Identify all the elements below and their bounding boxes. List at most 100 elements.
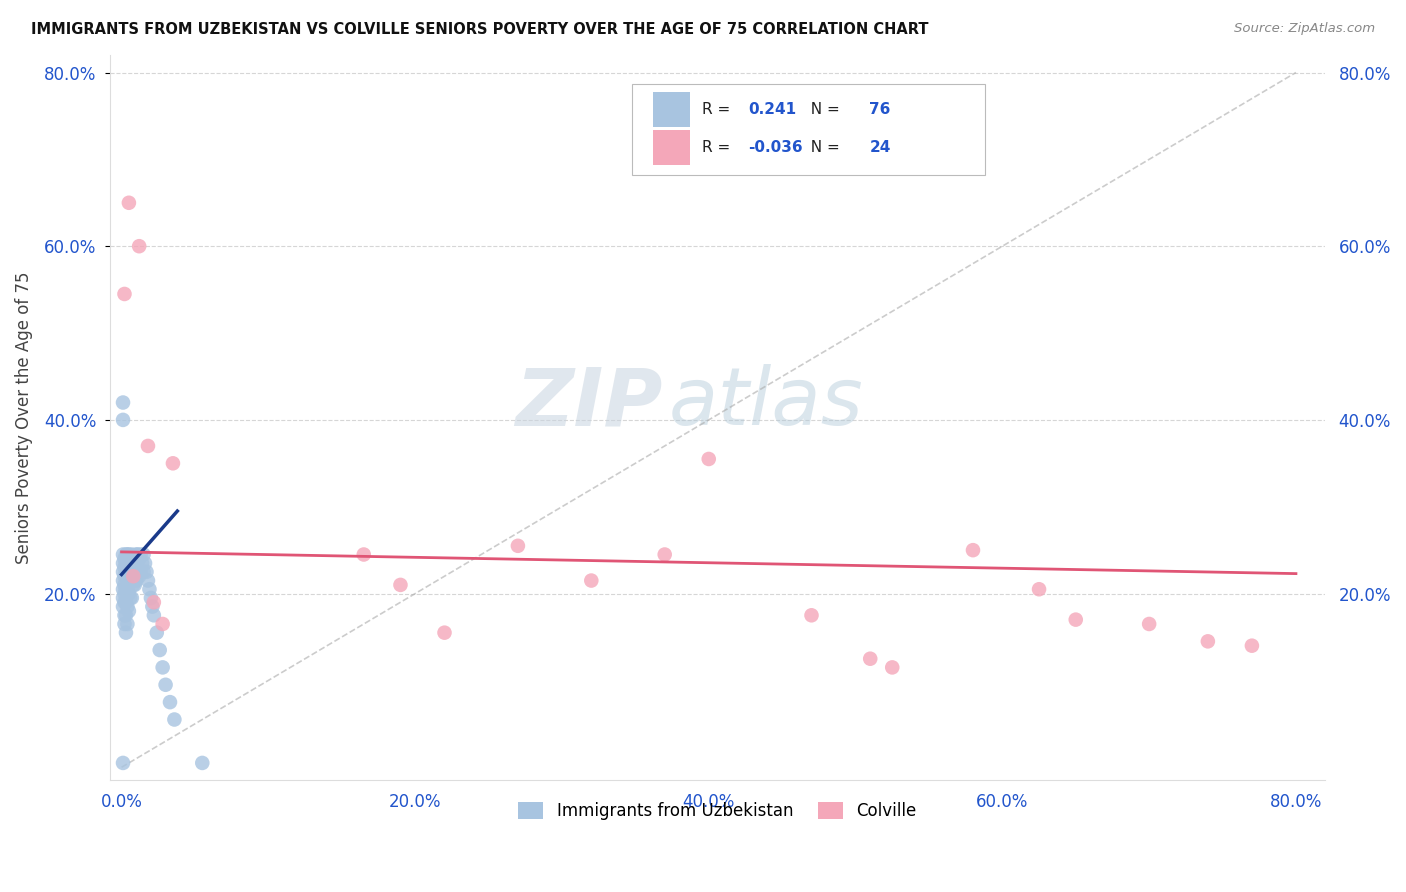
Point: [124, 552, 146, 566]
Point: [117, 617, 139, 632]
Point: [159, 695, 181, 709]
Point: [1137, 617, 1160, 632]
Y-axis label: Seniors Poverty Over the Age of 75: Seniors Poverty Over the Age of 75: [15, 271, 32, 564]
Point: [389, 578, 412, 592]
Text: R =: R =: [702, 102, 735, 117]
Text: N =: N =: [801, 140, 845, 154]
Bar: [654, 130, 689, 165]
Point: [155, 678, 177, 692]
Point: [114, 287, 136, 301]
Bar: [654, 92, 689, 127]
Text: ZIP: ZIP: [516, 364, 662, 442]
Point: [125, 574, 148, 588]
Point: [136, 574, 159, 588]
Point: [111, 756, 134, 770]
Point: [146, 625, 169, 640]
Text: IMMIGRANTS FROM UZBEKISTAN VS COLVILLE SENIORS POVERTY OVER THE AGE OF 75 CORREL: IMMIGRANTS FROM UZBEKISTAN VS COLVILLE S…: [31, 22, 928, 37]
Point: [111, 582, 134, 597]
Point: [135, 565, 157, 579]
Point: [124, 560, 146, 574]
Text: N =: N =: [801, 102, 845, 117]
Point: [581, 574, 603, 588]
Point: [433, 625, 456, 640]
Point: [122, 560, 145, 574]
Point: [127, 565, 149, 579]
Point: [120, 552, 142, 566]
Text: -0.036: -0.036: [748, 140, 803, 154]
Point: [128, 239, 150, 253]
Point: [122, 569, 145, 583]
Text: 24: 24: [869, 140, 891, 154]
Text: 76: 76: [869, 102, 891, 117]
Point: [115, 548, 138, 562]
Text: R =: R =: [702, 140, 735, 154]
Point: [111, 574, 134, 588]
Point: [118, 195, 141, 210]
Point: [115, 608, 138, 623]
Point: [111, 556, 134, 570]
Point: [114, 569, 136, 583]
Point: [122, 578, 145, 592]
Point: [506, 539, 529, 553]
Point: [111, 565, 134, 579]
Point: [114, 617, 136, 632]
Point: [118, 586, 141, 600]
Point: [114, 595, 136, 609]
Point: [141, 599, 163, 614]
Point: [111, 395, 134, 409]
Point: [142, 595, 165, 609]
Point: [1197, 634, 1219, 648]
Point: [129, 565, 152, 579]
Point: [882, 660, 904, 674]
Point: [1028, 582, 1050, 597]
Point: [115, 556, 138, 570]
Point: [114, 608, 136, 623]
Point: [111, 413, 134, 427]
Point: [162, 456, 184, 470]
Point: [800, 608, 823, 623]
Point: [1240, 639, 1263, 653]
Point: [115, 569, 138, 583]
Text: atlas: atlas: [669, 364, 863, 442]
Point: [114, 586, 136, 600]
Point: [128, 552, 150, 566]
Point: [962, 543, 984, 558]
Point: [136, 439, 159, 453]
Point: [1064, 613, 1087, 627]
Point: [353, 548, 375, 562]
Point: [111, 591, 134, 605]
Point: [117, 599, 139, 614]
Point: [121, 574, 143, 588]
Point: [121, 591, 143, 605]
Point: [654, 548, 676, 562]
Point: [118, 556, 141, 570]
Point: [163, 713, 186, 727]
Point: [117, 582, 139, 597]
Point: [152, 660, 174, 674]
Point: [859, 651, 882, 665]
Point: [124, 578, 146, 592]
Point: [121, 548, 143, 562]
Point: [152, 617, 174, 632]
Point: [117, 569, 139, 583]
Point: [117, 556, 139, 570]
Point: [114, 578, 136, 592]
Point: [142, 608, 165, 623]
Point: [697, 452, 720, 467]
Point: [129, 548, 152, 562]
Point: [118, 548, 141, 562]
Text: 0.241: 0.241: [748, 102, 796, 117]
Point: [125, 556, 148, 570]
Point: [118, 604, 141, 618]
Text: Source: ZipAtlas.com: Source: ZipAtlas.com: [1234, 22, 1375, 36]
Point: [121, 556, 143, 570]
Point: [120, 574, 142, 588]
Point: [127, 548, 149, 562]
Point: [125, 548, 148, 562]
Point: [128, 569, 150, 583]
Point: [115, 582, 138, 597]
Point: [120, 560, 142, 574]
Point: [115, 595, 138, 609]
Point: [131, 556, 153, 570]
Legend: Immigrants from Uzbekistan, Colville: Immigrants from Uzbekistan, Colville: [512, 795, 924, 826]
